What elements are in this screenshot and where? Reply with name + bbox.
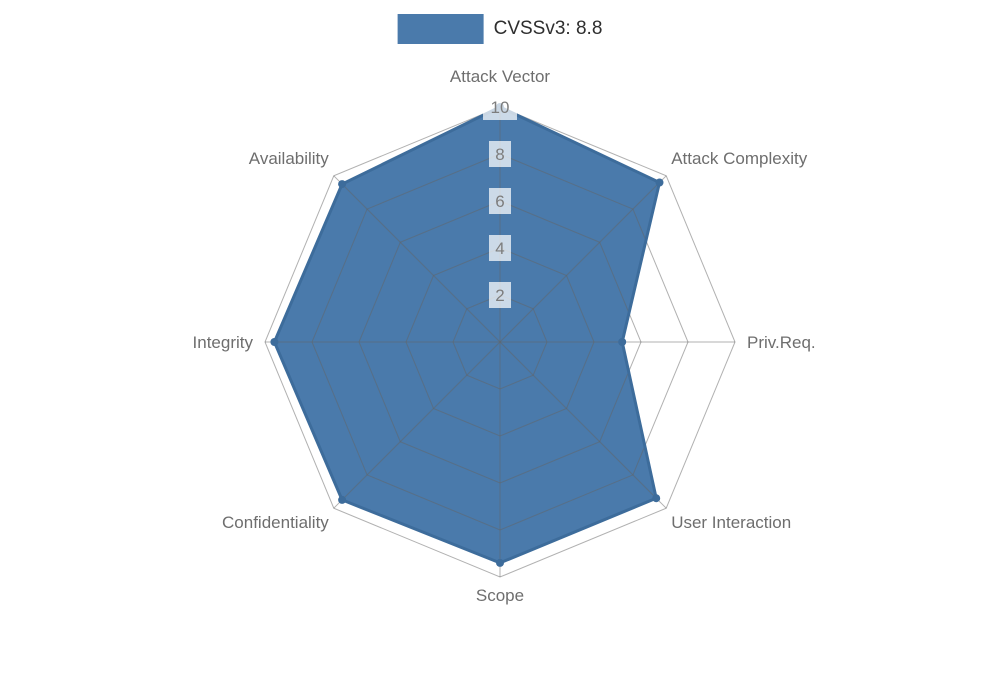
axis-label: User Interaction bbox=[671, 513, 791, 532]
tick-backdrop bbox=[483, 94, 517, 120]
grid-spoke bbox=[499, 175, 667, 343]
axis-label: Integrity bbox=[193, 333, 254, 352]
radar-point bbox=[652, 494, 661, 503]
tick-label: 10 bbox=[491, 98, 510, 117]
radar-point bbox=[338, 180, 347, 189]
legend-label: CVSSv3: 8.8 bbox=[493, 18, 603, 39]
axis-label: Priv.Req. bbox=[747, 333, 816, 352]
axis-label: Attack Vector bbox=[450, 67, 550, 86]
legend-swatch bbox=[397, 14, 484, 44]
grid-spoke bbox=[333, 175, 501, 343]
axis-label: Scope bbox=[476, 586, 524, 605]
grid-spoke bbox=[333, 341, 501, 509]
tick-backdrop bbox=[489, 235, 511, 261]
tick-label: 6 bbox=[495, 192, 504, 211]
axis-label: Confidentiality bbox=[222, 513, 329, 532]
tick-label: 8 bbox=[495, 145, 504, 164]
tick-label: 4 bbox=[495, 239, 504, 258]
radar-point bbox=[618, 338, 627, 346]
grid-spoke bbox=[499, 341, 667, 509]
radar-point bbox=[655, 178, 664, 187]
tick-label: 2 bbox=[495, 286, 504, 305]
tick-backdrop bbox=[489, 188, 511, 214]
axis-label: Availability bbox=[249, 149, 330, 168]
tick-backdrop bbox=[489, 141, 511, 167]
radar-point bbox=[496, 558, 504, 567]
tick-backdrop bbox=[489, 282, 511, 308]
radar-point bbox=[338, 495, 347, 504]
radar-point bbox=[270, 338, 279, 346]
axis-label: Attack Complexity bbox=[671, 149, 808, 168]
radar-area bbox=[274, 107, 660, 563]
legend-item[interactable]: CVSSv3: 8.8 bbox=[397, 14, 603, 44]
